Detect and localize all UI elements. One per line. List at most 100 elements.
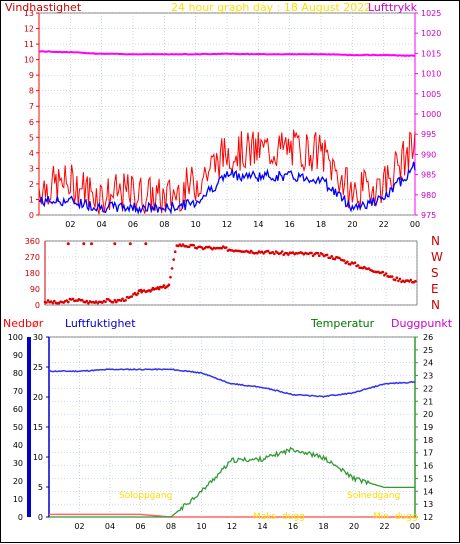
wind-direction-point [157, 287, 161, 291]
wind-direction-point [45, 301, 48, 304]
wind-direction-point [333, 257, 337, 261]
rain-axis-bar [27, 337, 31, 517]
panel3-temperature-tick-label: 26 [423, 333, 433, 342]
panel3-x-tick-label: 02 [74, 522, 84, 531]
panel1-x-tick-label: 14 [253, 220, 263, 229]
wind-direction-point [170, 267, 174, 270]
panel3-temperature-tick-label: 20 [423, 410, 433, 419]
panel3-temperature-tick-label: 19 [423, 423, 433, 432]
panel1-y-left-tick-label: 7 [29, 102, 34, 111]
panel1-x-tick-label: 12 [222, 220, 232, 229]
panel1-x-tick-label: 20 [347, 220, 357, 229]
panel3-rain-tick-label: 0 [18, 513, 23, 522]
panel1-y-left-tick-label: 1 [29, 195, 34, 204]
panel1-y-right-tick-label: 990 [421, 150, 436, 159]
panel1-x-tick-label: 08 [159, 220, 169, 229]
panel3-temperature-tick-label: 16 [423, 462, 433, 471]
wind-direction-point [113, 298, 117, 302]
sunrise-label: Soloppgang [119, 491, 172, 501]
panel1-x-tick-label: 22 [379, 220, 389, 229]
panel1-y-right-tick-label: 1015 [421, 49, 441, 58]
wind-direction-point [316, 251, 320, 255]
panel3-temperature-tick-label: 12 [423, 513, 433, 522]
panel1-x-ticks: 02 04 06 08 10 12 14 16 18 20 22 00 [65, 220, 420, 229]
wind-direction-point [192, 244, 196, 247]
wind-direction-point [260, 250, 264, 254]
wind-direction-point [136, 292, 140, 295]
wind-direction-point [349, 263, 352, 266]
panel1-y-left-tick-label: 5 [29, 133, 34, 142]
wind-direction-point [409, 278, 413, 282]
panel3-x-tick-label: 06 [135, 522, 145, 531]
min-dew-label: Min. dugg [373, 512, 418, 522]
wind-direction-point [87, 301, 90, 305]
wind-direction-point [346, 260, 349, 264]
wind-direction-point [353, 261, 357, 265]
panel1-x-tick-label: 02 [65, 220, 75, 229]
pressure-label: Lufttrykk [368, 1, 418, 14]
wind-direction-point [133, 291, 137, 295]
wind-direction-point [291, 251, 295, 254]
panel2-y-tick-label: 270 [25, 253, 40, 262]
wind-direction-point [82, 242, 86, 246]
wind-direction-point [46, 299, 50, 302]
temperature-label: Temperatur [310, 317, 375, 330]
panel1-x-tick-label: 04 [97, 220, 107, 229]
wind-direction-point [287, 253, 290, 256]
panel-humidity-temperature: Nedbør Luftfuktighet Temperatur Duggpunk… [3, 317, 453, 531]
wind-direction-point [279, 251, 282, 255]
wind-direction-point [384, 272, 388, 275]
panel3-temperature-tick-label: 17 [423, 449, 433, 458]
wind-direction-point [330, 255, 334, 258]
panel1-y-right-ticks: 975 980 985 990 995 1000 1005 1010 1015 1020 1025 [415, 9, 441, 220]
panel3-humidity-tick-label: 5 [38, 483, 43, 492]
panel3-grid [49, 336, 416, 518]
panel1-y-right-tick-label: 1000 [421, 110, 441, 119]
panel3-rain-tick-label: 90 [13, 351, 23, 360]
wind-direction-point [381, 270, 385, 274]
wind-direction-point [280, 250, 284, 253]
panel1-y-right-tick-label: 1010 [421, 70, 441, 79]
panel3-temperature-tick-label: 13 [423, 500, 433, 509]
wind-direction-point [318, 254, 321, 257]
panel3-humidity-tick-label: 15 [33, 423, 43, 432]
wind-direction-point [115, 300, 118, 304]
panel2-y-ticks: 0 90 180 270 360 [25, 237, 40, 310]
panel3-x-tick-label: 22 [379, 522, 389, 531]
panel1-y-left-tick-label: 2 [29, 180, 34, 189]
panel1-y-left-tick-label: 6 [29, 118, 34, 127]
panel3-humidity-tick-label: 10 [33, 453, 43, 462]
wind-direction-point [71, 297, 75, 301]
panel3-temperature-tick-label: 18 [423, 436, 433, 445]
panel3-rain-ticks: 0 10 20 30 40 50 60 70 80 90 100 [8, 333, 23, 522]
panel1-y-right-tick-label: 975 [421, 211, 436, 220]
panel3-humidity-ticks: 0 5 10 15 20 25 30 [33, 333, 49, 522]
panel1-y-left-tick-label: 10 [24, 56, 34, 65]
panel3-temperature-ticks: 12 13 14 15 16 17 18 19 20 21 22 23 24 25 26 [415, 333, 433, 522]
panel1-y-left-tick-label: 13 [24, 9, 34, 18]
panel2-y-tick-label: 90 [30, 285, 40, 294]
panel1-y-right-tick-label: 1025 [421, 9, 441, 18]
wind-direction-point [130, 295, 134, 298]
wind-direction-point [128, 242, 132, 246]
wind-direction-points [43, 242, 417, 305]
humidity-line [48, 368, 416, 398]
wind-average-line [38, 161, 416, 215]
panel1-x-tick-label: 16 [285, 220, 295, 229]
wind-gust-line [38, 129, 416, 215]
wind-direction-point [90, 242, 93, 246]
wind-direction-point [113, 242, 117, 246]
panel1-y-left-tick-label: 3 [29, 164, 34, 173]
panel3-x-tick-label: 10 [196, 522, 206, 531]
panel3-x-tick-label: 08 [166, 522, 176, 531]
panel1-x-tick-label: 06 [128, 220, 138, 229]
panel1-y-right-tick-label: 1005 [421, 90, 441, 99]
panel3-humidity-tick-label: 25 [33, 363, 43, 372]
panel3-temperature-tick-label: 25 [423, 346, 433, 355]
panel1-y-left-tick-label: 0 [29, 211, 34, 220]
wind-direction-point [51, 301, 55, 305]
wind-direction-point [162, 284, 166, 287]
panel3-rain-tick-label: 80 [13, 369, 23, 378]
panel3-humidity-tick-label: 0 [38, 513, 43, 522]
panel3-temperature-tick-label: 14 [423, 487, 433, 496]
